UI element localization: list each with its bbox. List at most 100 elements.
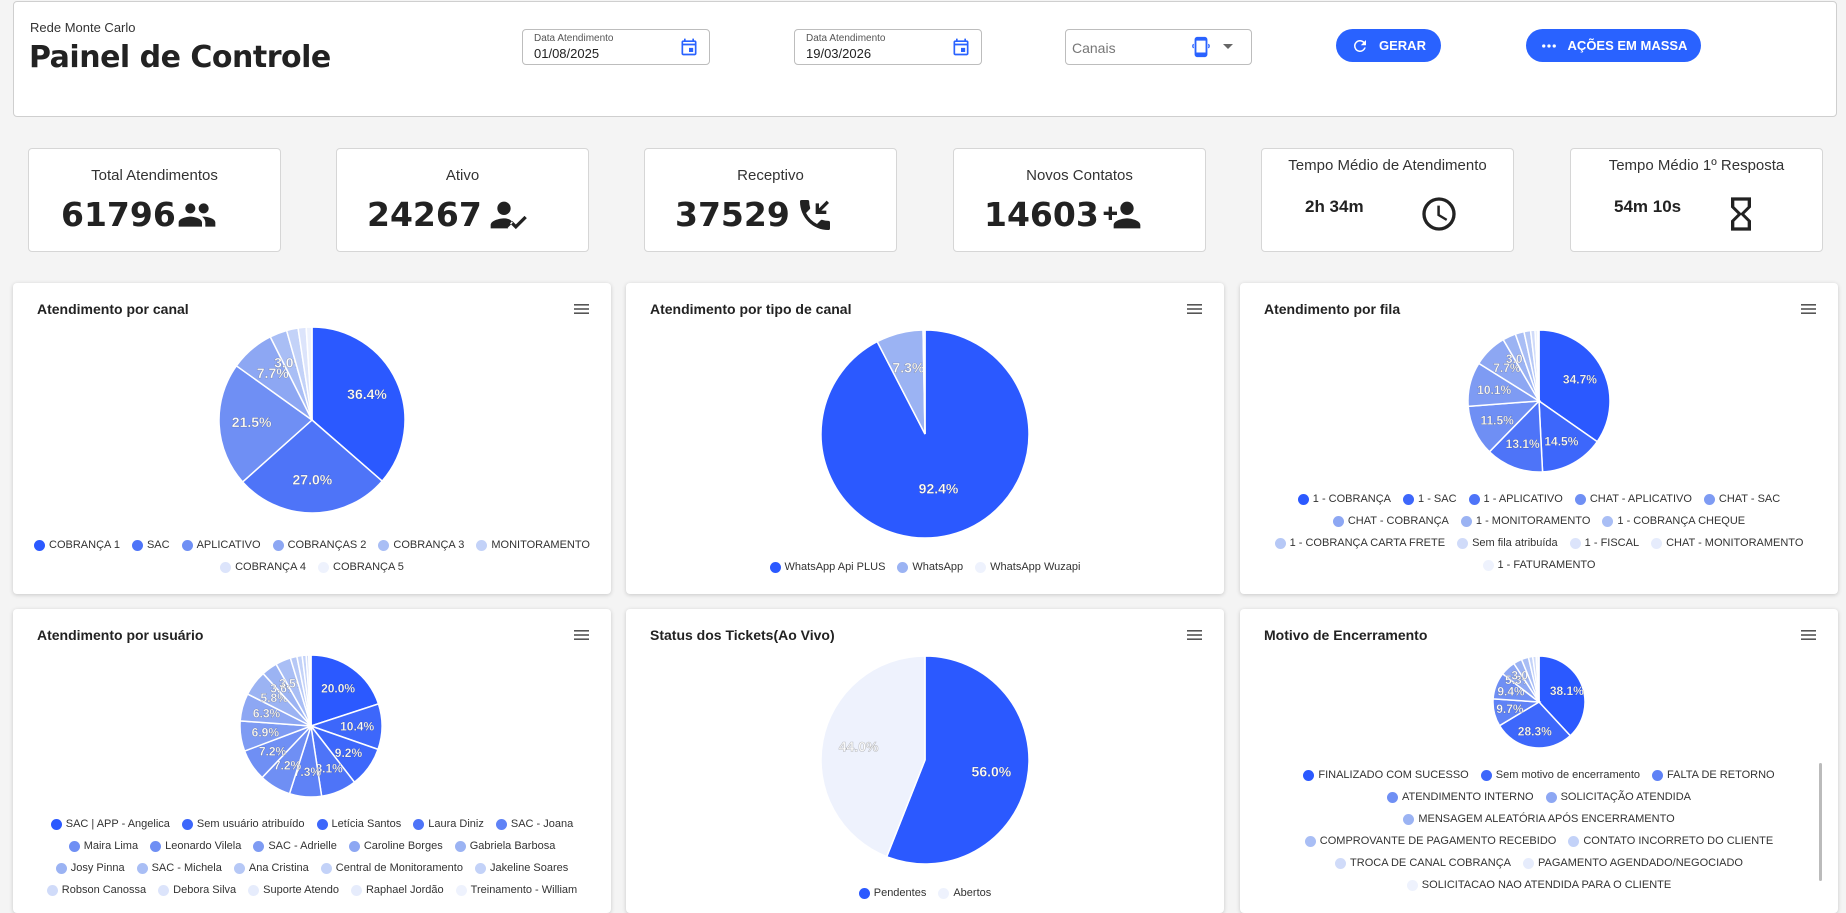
scrollbar[interactable] xyxy=(1819,763,1822,881)
pie-slice[interactable] xyxy=(305,326,313,421)
legend-item[interactable]: 1 - COBRANÇA xyxy=(1297,491,1391,507)
pie-slice[interactable] xyxy=(1538,655,1586,737)
legend-item[interactable]: SAC xyxy=(131,537,170,553)
start-date-field[interactable]: Data Atendimento 01/08/2025 xyxy=(522,29,710,65)
legend-item[interactable]: WhatsApp xyxy=(897,559,963,575)
legend-item[interactable]: Suporte Atendo xyxy=(248,882,339,898)
pie-slice[interactable] xyxy=(1538,399,1599,473)
legend-item[interactable]: 1 - SAC xyxy=(1403,491,1457,507)
menu-icon[interactable] xyxy=(574,303,589,315)
legend-item[interactable]: 1 - COBRANÇA CARTA FRETE xyxy=(1274,535,1445,551)
legend-item[interactable]: SOLICITACAO NAO ATENDIDA PARA O CLIENTE xyxy=(1406,877,1671,893)
legend-item[interactable]: COBRANÇAS 2 xyxy=(272,537,366,553)
pie-slice[interactable] xyxy=(922,329,926,435)
legend-item[interactable]: FALTA DE RETORNO xyxy=(1652,767,1775,783)
legend-item[interactable]: CHAT - APLICATIVO xyxy=(1574,491,1692,507)
calendar-icon[interactable] xyxy=(679,37,699,57)
legend-item[interactable]: SOLICITAÇÃO ATENDIDA xyxy=(1545,789,1691,805)
pie-chart: 20.0%10.4%9.2%8.1%7.3%7.2%7.2%6.9%6.3%5.… xyxy=(239,654,383,798)
legend-item[interactable]: Robson Canossa xyxy=(46,882,146,898)
legend-item[interactable]: 1 - FATURAMENTO xyxy=(1482,557,1596,573)
pie-slice[interactable] xyxy=(820,655,926,858)
pie-slice[interactable] xyxy=(218,364,314,483)
legend-item[interactable]: Maira Lima xyxy=(68,838,138,854)
pie-slice[interactable] xyxy=(241,419,384,514)
legend-item[interactable]: SAC - Michela xyxy=(136,860,222,876)
legend-item[interactable]: CHAT - COBRANÇA xyxy=(1332,513,1449,529)
legend-item[interactable]: CHAT - SAC xyxy=(1703,491,1780,507)
slice-label: 6.3% xyxy=(253,707,281,721)
legend-item[interactable]: Gabriela Barbosa xyxy=(454,838,555,854)
calendar-icon[interactable] xyxy=(951,37,971,57)
legend-item[interactable]: Abertos xyxy=(938,885,991,901)
legend-item[interactable]: PAGAMENTO AGENDADO/NEGOCIADO xyxy=(1523,855,1743,871)
legend-item[interactable]: SAC - Joana xyxy=(495,816,573,832)
legend-item[interactable]: SAC | APP - Angelica xyxy=(50,816,170,832)
pie-slice[interactable] xyxy=(310,654,380,728)
legend-marker xyxy=(1574,493,1586,505)
legend-item[interactable]: Letícia Santos xyxy=(316,816,401,832)
legend-label: Debora Silva xyxy=(173,884,237,896)
legend-item[interactable]: Sem usuário atribuído xyxy=(181,816,305,832)
chart-legend: SAC | APP - Angelica Sem usuário atribuíd… xyxy=(13,816,611,898)
kpi-total-atendimentos: Total Atendimentos 61796 xyxy=(28,148,281,252)
legend-item[interactable]: Caroline Borges xyxy=(348,838,443,854)
legend-item[interactable]: Leonardo Vilela xyxy=(150,838,241,854)
legend-item[interactable]: Jakeline Soares xyxy=(474,860,568,876)
legend-item[interactable]: CHAT - MONITORAMENTO xyxy=(1651,535,1803,551)
pie-slice[interactable] xyxy=(1488,399,1544,473)
menu-icon[interactable] xyxy=(1801,303,1816,315)
legend-item[interactable]: WhatsApp Wuzapi xyxy=(975,559,1080,575)
legend-item[interactable]: Ana Cristina xyxy=(233,860,309,876)
end-date-value[interactable]: 19/03/2026 xyxy=(806,46,872,61)
bulk-actions-button[interactable]: AÇÕES EM MASSA xyxy=(1526,29,1701,62)
legend-item[interactable]: Central de Monitoramento xyxy=(320,860,463,876)
legend-item[interactable]: TROCA DE CANAL COBRANÇA xyxy=(1335,855,1511,871)
chevron-down-icon[interactable] xyxy=(1223,44,1233,49)
menu-icon[interactable] xyxy=(1187,629,1202,641)
legend-item[interactable]: 1 - COBRANÇA CHEQUE xyxy=(1602,513,1745,529)
menu-icon[interactable] xyxy=(1187,303,1202,315)
slice-label: 7.2% xyxy=(259,745,287,759)
legend-item[interactable]: WhatsApp Api PLUS xyxy=(769,559,885,575)
legend-item[interactable]: COBRANÇA 1 xyxy=(34,537,120,553)
legend-marker xyxy=(455,884,467,896)
legend-item[interactable]: Laura Diniz xyxy=(413,816,484,832)
legend-item[interactable]: 1 - FISCAL xyxy=(1569,535,1639,551)
legend-item[interactable]: FINALIZADO COM SUCESSO xyxy=(1303,767,1469,783)
legend-item[interactable]: SAC - Adrielle xyxy=(253,838,337,854)
pie-slice[interactable] xyxy=(1538,329,1611,443)
end-date-field[interactable]: Data Atendimento 19/03/2026 xyxy=(794,29,982,65)
legend-item[interactable]: Sem fila atribuída xyxy=(1457,535,1558,551)
legend-item[interactable]: Debora Silva xyxy=(158,882,236,898)
legend-item[interactable]: Sem motivo de encerramento xyxy=(1480,767,1640,783)
pie-slice[interactable] xyxy=(1498,701,1572,749)
legend-item[interactable]: Josy Pinna xyxy=(55,860,125,876)
legend-item[interactable]: MENSAGEM ALEATÓRIA APÓS ENCERRAMENTO xyxy=(1403,811,1675,827)
legend-item[interactable]: COMPROVANTE DE PAGAMENTO RECEBIDO xyxy=(1304,833,1557,849)
legend-item[interactable]: COBRANÇA 3 xyxy=(378,537,464,553)
legend-item[interactable]: 1 - MONITORAMENTO xyxy=(1460,513,1591,529)
menu-icon[interactable] xyxy=(1801,629,1816,641)
legend-item[interactable]: ATENDIMENTO INTERNO xyxy=(1386,789,1534,805)
legend-item[interactable]: Pendentes xyxy=(858,885,926,901)
legend-item[interactable]: Raphael Jordão xyxy=(350,882,444,898)
legend-item[interactable]: COBRANÇA 5 xyxy=(318,559,404,575)
pie-slice[interactable] xyxy=(1537,655,1540,703)
legend-item[interactable]: 1 - APLICATIVO xyxy=(1468,491,1563,507)
pie-slice[interactable] xyxy=(311,326,406,483)
generate-button[interactable]: GERAR xyxy=(1336,29,1441,62)
legend-item[interactable]: APLICATIVO xyxy=(181,537,261,553)
channels-select[interactable]: Canais xyxy=(1065,29,1252,65)
legend-label: COMPROVANTE DE PAGAMENTO RECEBIDO xyxy=(1319,835,1557,847)
legend-marker xyxy=(476,539,488,551)
legend-item[interactable]: COBRANÇA 4 xyxy=(220,559,306,575)
start-date-value[interactable]: 01/08/2025 xyxy=(534,46,600,61)
chart-title: Motivo de Encerramento xyxy=(1264,627,1428,643)
pie-slice[interactable] xyxy=(885,655,1030,865)
legend-label: 1 - MONITORAMENTO xyxy=(1475,515,1591,527)
legend-item[interactable]: CONTATO INCORRETO DO CLIENTE xyxy=(1568,833,1773,849)
legend-item[interactable]: Treinamento - William xyxy=(455,882,577,898)
menu-icon[interactable] xyxy=(574,629,589,641)
legend-item[interactable]: MONITORAMENTO xyxy=(476,537,590,553)
